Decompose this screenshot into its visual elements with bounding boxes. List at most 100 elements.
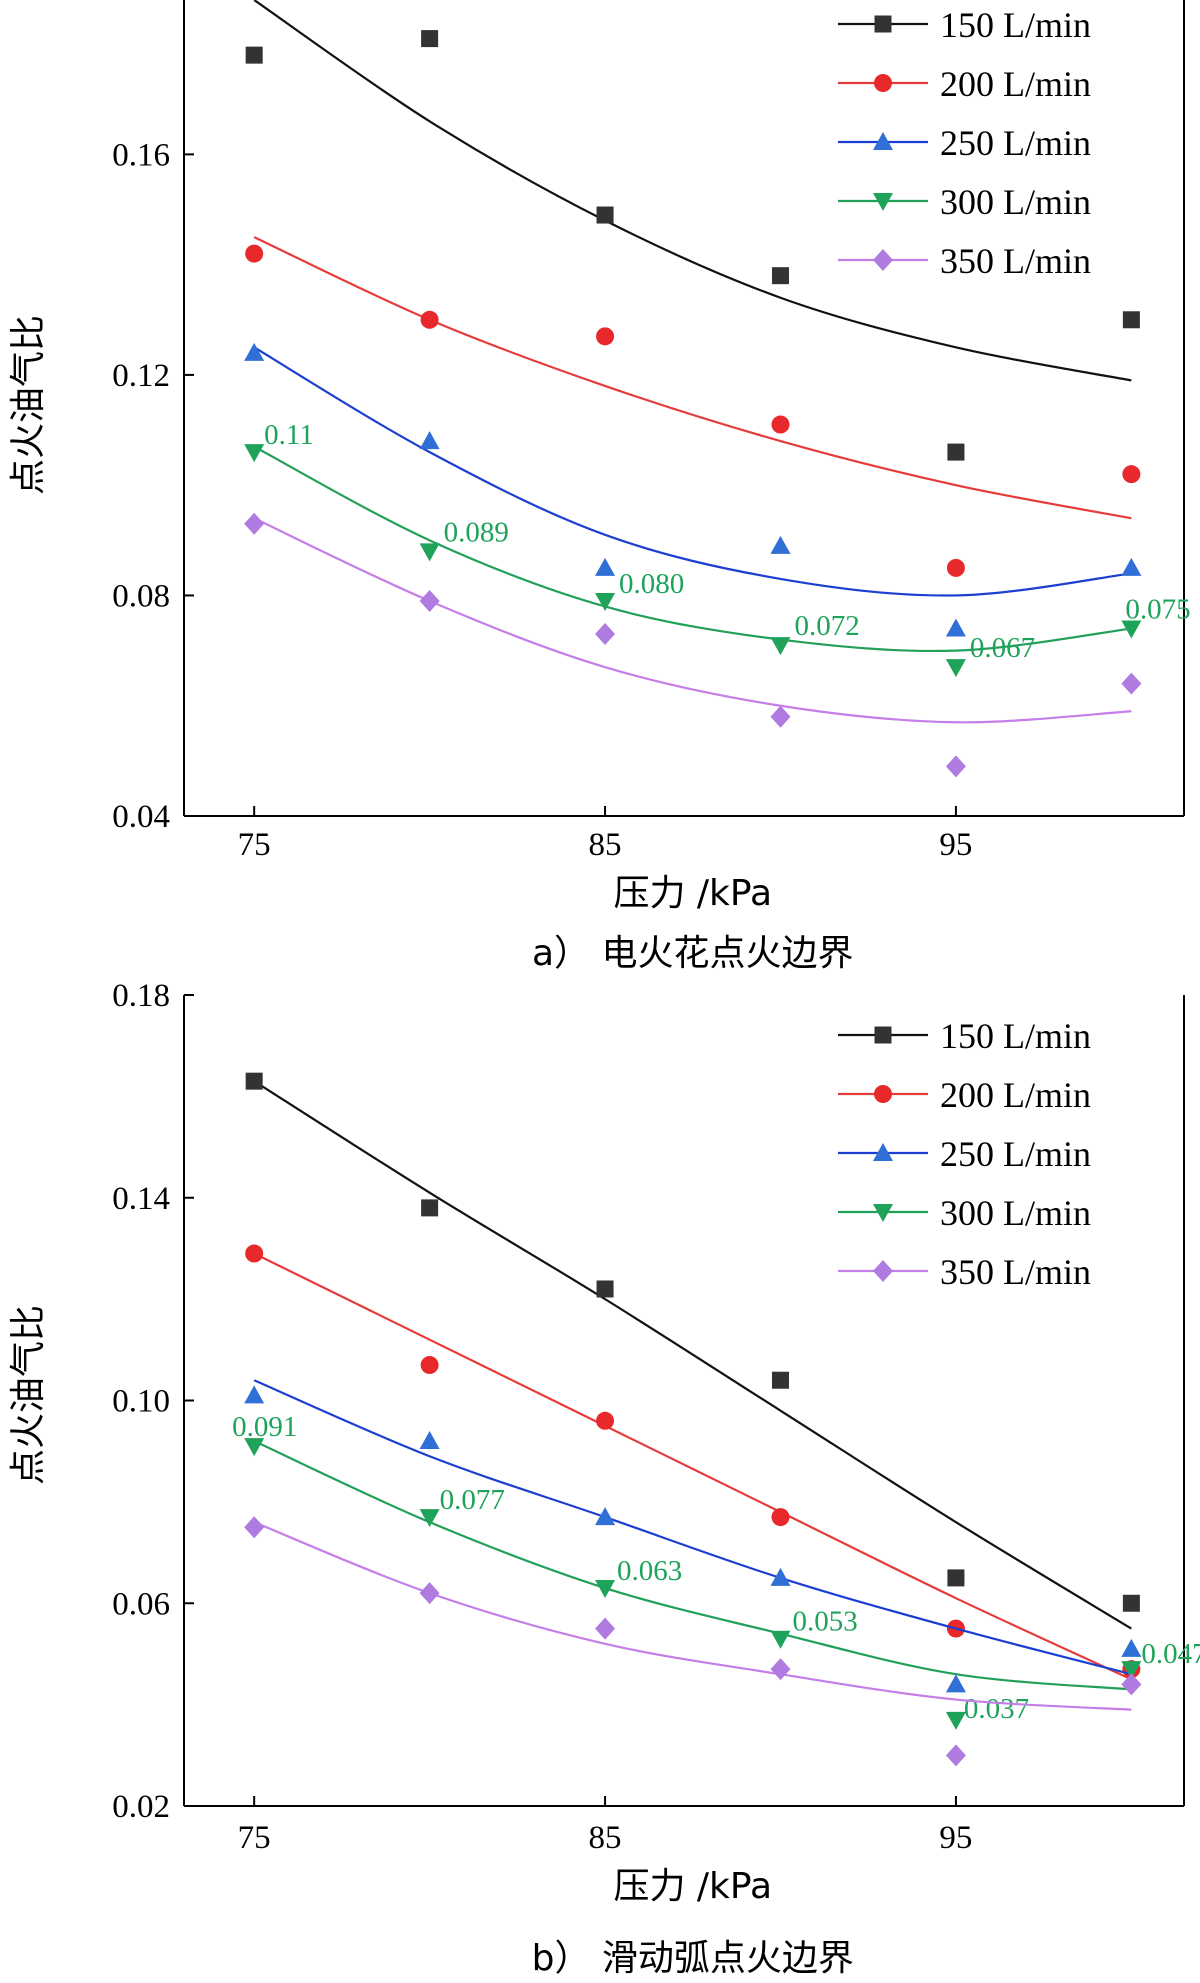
data-point [1122, 311, 1140, 329]
data-point [945, 1711, 966, 1730]
data-point [770, 535, 791, 554]
data-label: 0.077 [440, 1484, 505, 1516]
data-point [770, 1567, 791, 1586]
data-point [595, 1580, 616, 1599]
series-300: 0.11 0.089 0.080 0.072 0.067 0.075 [244, 419, 1191, 678]
data-point [595, 592, 616, 611]
data-point [245, 46, 263, 64]
x-tick-label: 85 [589, 1820, 622, 1856]
series-300: 0.091 0.077 0.063 0.053 0.037 0.047 [232, 1411, 1200, 1730]
data-label: 0.037 [964, 1693, 1029, 1725]
legend-marker [873, 1204, 893, 1222]
data-point [596, 206, 614, 224]
data-point [595, 623, 616, 646]
x-tick-label: 85 [589, 827, 622, 863]
data-point [1122, 1594, 1140, 1612]
legend-marker [873, 132, 893, 150]
fit-curve [253, 1521, 1132, 1711]
legend-label: 350 L/min [940, 241, 1091, 281]
data-label: 0.067 [970, 632, 1035, 664]
panel-caption: b） 滑动弧点火边界 [532, 1938, 854, 1979]
legend-label: 150 L/min [940, 1016, 1091, 1056]
data-point [945, 1674, 966, 1693]
legend-label: 200 L/min [940, 64, 1091, 104]
legend-marker [874, 1085, 892, 1103]
fit-curve [253, 236, 1132, 520]
fit-curve [253, 1379, 1132, 1676]
series-150 [245, 1072, 1140, 1630]
data-point [245, 1244, 264, 1263]
legend-label: 300 L/min [940, 1193, 1091, 1233]
x-axis-title: 压力 /kPa [613, 873, 772, 914]
data-point [945, 659, 966, 678]
data-point [1121, 1673, 1142, 1696]
data-point [946, 558, 965, 577]
data-point [419, 543, 440, 562]
data-point [244, 1385, 265, 1404]
fit-curve [253, 346, 1132, 597]
data-label: 0.075 [1125, 594, 1190, 626]
y-tick-label: 0.04 [112, 799, 170, 835]
data-point [770, 1630, 791, 1649]
fit-curve [253, 1080, 1132, 1630]
y-tick-label: 0.08 [112, 578, 170, 614]
data-point [419, 1509, 440, 1528]
y-tick-label: 0.14 [112, 1181, 170, 1217]
data-point [945, 618, 966, 637]
data-point [419, 589, 440, 612]
data-point [244, 1438, 265, 1457]
legend-label: 150 L/min [940, 5, 1091, 45]
series-250 [244, 342, 1142, 637]
fit-curve [253, 445, 1132, 653]
legend-marker [873, 1143, 893, 1161]
x-tick-label: 95 [939, 1820, 972, 1856]
y-tick-label: 0.18 [112, 978, 170, 1014]
data-point [1121, 557, 1142, 576]
data-point [245, 244, 264, 263]
data-point [771, 1508, 790, 1527]
data-label: 0.072 [794, 610, 859, 642]
series-200 [245, 1244, 1141, 1681]
legend-marker [873, 193, 893, 211]
data-point [1121, 1661, 1142, 1680]
data-point [945, 755, 966, 778]
series-350 [244, 512, 1142, 778]
data-point [244, 1516, 265, 1539]
legend-marker [873, 249, 893, 271]
data-point [244, 444, 265, 463]
data-point [244, 342, 265, 361]
series-150 [245, 0, 1140, 461]
x-tick-label: 75 [238, 1820, 271, 1856]
data-point [771, 415, 790, 434]
data-point [947, 1569, 965, 1587]
legend-label: 200 L/min [940, 1075, 1091, 1115]
legend-marker [874, 15, 892, 33]
data-point [1121, 672, 1142, 695]
x-tick-label: 75 [238, 827, 271, 863]
data-point [420, 310, 439, 329]
data-point [419, 431, 440, 450]
data-label: 0.063 [617, 1555, 682, 1587]
y-tick-label: 0.06 [112, 1586, 170, 1622]
panel-caption: a） 电火花点火边界 [532, 933, 854, 974]
data-label: 0.053 [792, 1606, 857, 1638]
data-label: 0.089 [444, 516, 509, 548]
data-point [421, 1199, 439, 1217]
data-point [420, 1356, 439, 1375]
fit-curve [253, 517, 1132, 724]
data-point [596, 1280, 614, 1298]
data-point [947, 443, 965, 461]
data-label: 0.047 [1141, 1638, 1200, 1670]
y-axis-title: 点火油气比 [8, 315, 49, 495]
data-point [771, 267, 789, 285]
data-point [771, 1371, 789, 1389]
y-tick-label: 0.02 [112, 1789, 170, 1825]
y-axis-title: 点火油气比 [8, 1305, 49, 1485]
series-350 [244, 1516, 1142, 1767]
data-point [245, 1072, 263, 1090]
data-point [1121, 1638, 1142, 1657]
x-tick-label: 95 [939, 827, 972, 863]
legend-label: 250 L/min [940, 1134, 1091, 1174]
data-point [770, 1658, 791, 1681]
